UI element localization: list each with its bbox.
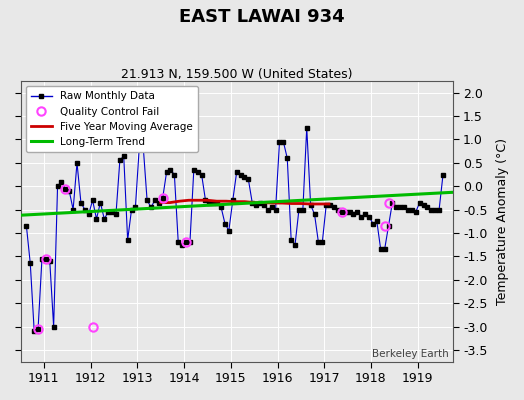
Title: 21.913 N, 159.500 W (United States): 21.913 N, 159.500 W (United States) [121,68,353,81]
Y-axis label: Temperature Anomaly (°C): Temperature Anomaly (°C) [496,138,509,305]
Legend: Raw Monthly Data, Quality Control Fail, Five Year Moving Average, Long-Term Tren: Raw Monthly Data, Quality Control Fail, … [26,86,198,152]
Text: EAST LAWAI 934: EAST LAWAI 934 [179,8,345,26]
Text: Berkeley Earth: Berkeley Earth [372,349,449,359]
